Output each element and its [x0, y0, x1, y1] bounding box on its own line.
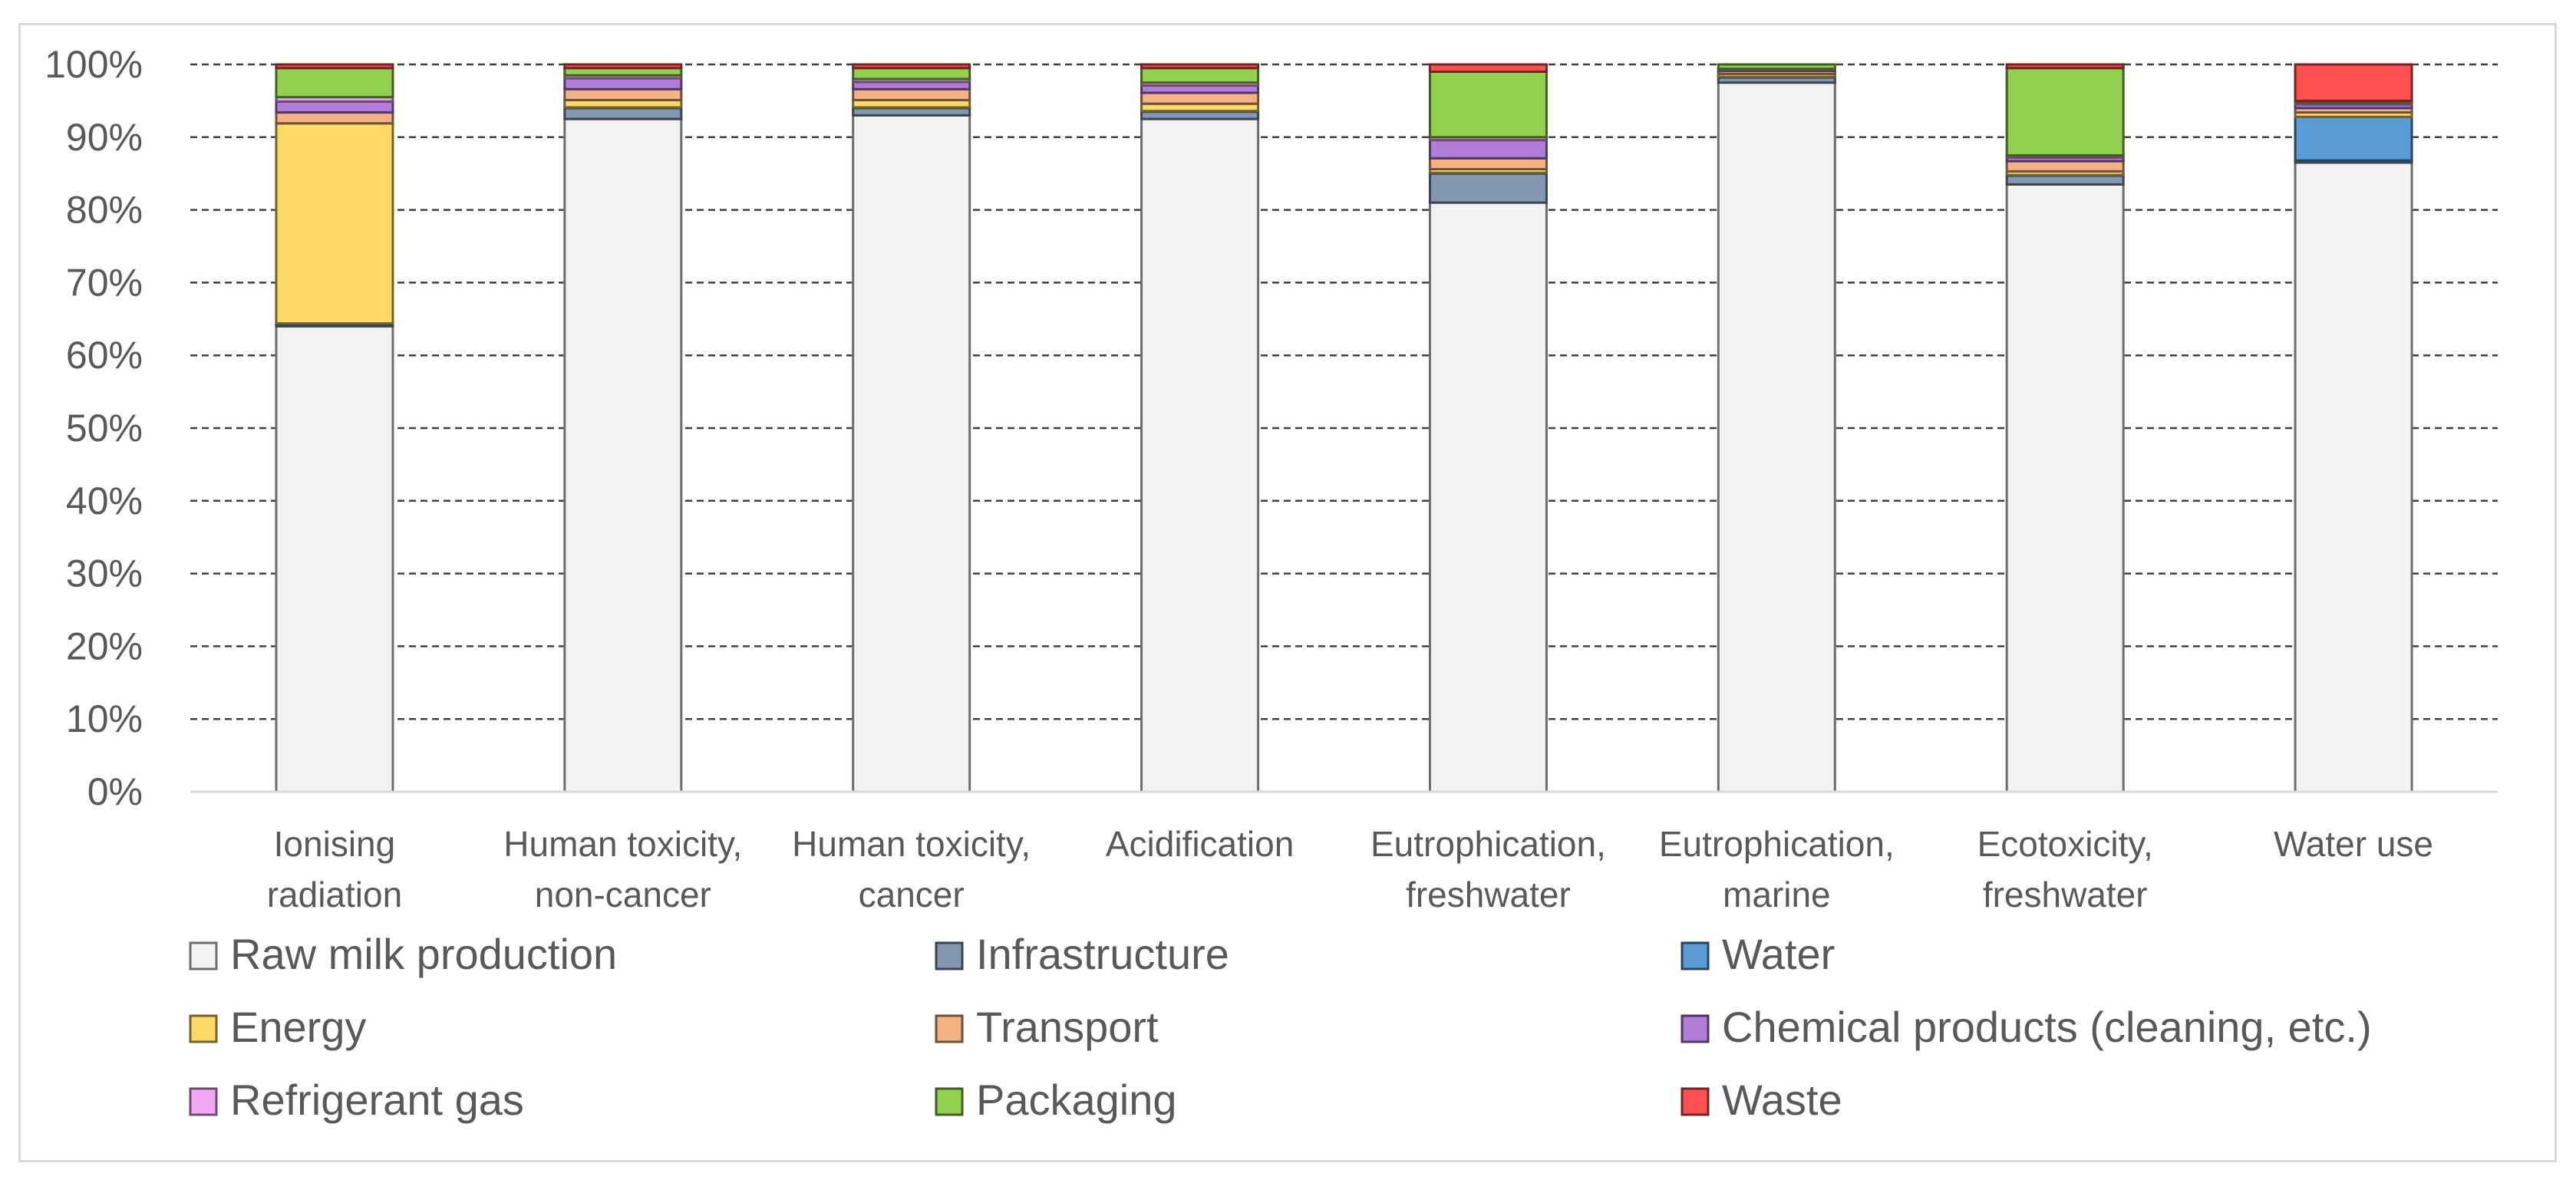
legend-label: Infrastructure	[976, 930, 1229, 978]
bar-segment	[852, 63, 971, 70]
y-tick-label: 80%	[66, 189, 143, 232]
legend-label: Chemical products (cleaning, etc.)	[1722, 1003, 2372, 1051]
bar-segment	[1140, 67, 1260, 84]
legend-label: Energy	[230, 1003, 366, 1051]
y-tick-label: 20%	[66, 624, 143, 667]
bar-segment	[563, 87, 683, 101]
legend-swatch	[189, 941, 218, 970]
bar-segment	[1428, 63, 1548, 73]
x-tick-label: radiation	[267, 875, 402, 914]
bar-segment	[2294, 63, 2413, 102]
x-tick-label: Acidification	[1106, 824, 1294, 864]
bar-segment	[563, 117, 683, 793]
legend-label: Raw milk production	[230, 930, 617, 978]
x-tick-label: Ecotoxicity,	[1977, 824, 2153, 864]
bar-segment	[563, 107, 683, 120]
legend-swatch	[935, 941, 964, 970]
y-tick-label: 100%	[45, 43, 143, 86]
legend-swatch	[1681, 941, 1710, 970]
legend-label: Waste	[1722, 1076, 1842, 1124]
x-tick-label: non-cancer	[535, 875, 711, 914]
gridlines	[190, 63, 2498, 720]
bar-segment	[852, 114, 971, 793]
y-tick-label: 40%	[66, 479, 143, 522]
bar-segment	[1140, 117, 1260, 793]
bar-segment	[1428, 139, 1548, 160]
x-tick-label: Water use	[2274, 824, 2433, 864]
bar-segment	[563, 77, 683, 91]
bar-segment	[2005, 63, 2125, 70]
bar-segment	[275, 100, 394, 114]
bar-segment	[1140, 63, 1260, 70]
x-tick-label: cancer	[859, 875, 965, 914]
bar-segment	[275, 122, 394, 325]
bar-segment	[563, 63, 683, 70]
legend-swatch	[189, 1014, 218, 1043]
bar-segment	[275, 63, 394, 70]
bar-segment	[2005, 174, 2125, 186]
legend-label: Refrigerant gas	[230, 1076, 524, 1124]
x-tick-label: Ionising	[274, 824, 396, 864]
y-tick-label: 0%	[87, 770, 143, 813]
bar-segment	[1717, 81, 1836, 793]
bar-segment	[2005, 160, 2125, 173]
axes: 0% 10% 20% 30% 40% 50% 60% 70% 80% 90% 100% Ionisin…	[45, 43, 2498, 914]
bar-segment	[1428, 157, 1548, 171]
bar-segment	[275, 111, 394, 125]
legend-label: Packaging	[976, 1076, 1177, 1124]
legend-label: Water	[1722, 930, 1835, 978]
legend-label: Transport	[976, 1003, 1159, 1051]
bar-segment	[1428, 172, 1548, 204]
y-tick-label: 90%	[66, 116, 143, 159]
chart-frame	[18, 23, 2557, 1162]
y-tick-label: 10%	[66, 697, 143, 740]
x-tick-label: marine	[1723, 875, 1831, 914]
bars	[275, 63, 2413, 793]
bar-segment	[2005, 183, 2125, 793]
bar-segment	[852, 67, 971, 81]
legend-swatch	[935, 1087, 964, 1116]
bar-segment	[275, 325, 394, 793]
y-tick-label: 60%	[66, 334, 143, 377]
bar-segment	[1428, 70, 1548, 139]
legend-swatch	[189, 1087, 218, 1116]
legend-swatch	[935, 1014, 964, 1043]
bar-segment	[275, 67, 394, 99]
legend-swatch	[1681, 1014, 1710, 1043]
x-tick-label: freshwater	[1983, 875, 2148, 914]
bar-segment	[2294, 161, 2413, 793]
y-tick-label: 70%	[66, 261, 143, 304]
bar-segment	[1428, 201, 1548, 793]
legend: Raw milk production Infrastructure Water En…	[189, 930, 2372, 1124]
legend-swatch	[1681, 1087, 1710, 1116]
bar-segment	[2294, 115, 2413, 162]
bar-segment	[2005, 67, 2125, 157]
x-tick-label: Human toxicity,	[792, 824, 1031, 864]
x-tick-label: freshwater	[1406, 875, 1571, 914]
bar-segment	[1717, 63, 1836, 71]
bar-segment	[852, 87, 971, 101]
y-tick-label: 50%	[66, 407, 143, 450]
x-tick-label: Eutrophication,	[1370, 824, 1606, 864]
x-tick-label: Human toxicity,	[503, 824, 742, 864]
bar-segment	[1140, 91, 1260, 105]
x-tick-label: Eutrophication,	[1659, 824, 1895, 864]
y-tick-label: 30%	[66, 552, 143, 595]
